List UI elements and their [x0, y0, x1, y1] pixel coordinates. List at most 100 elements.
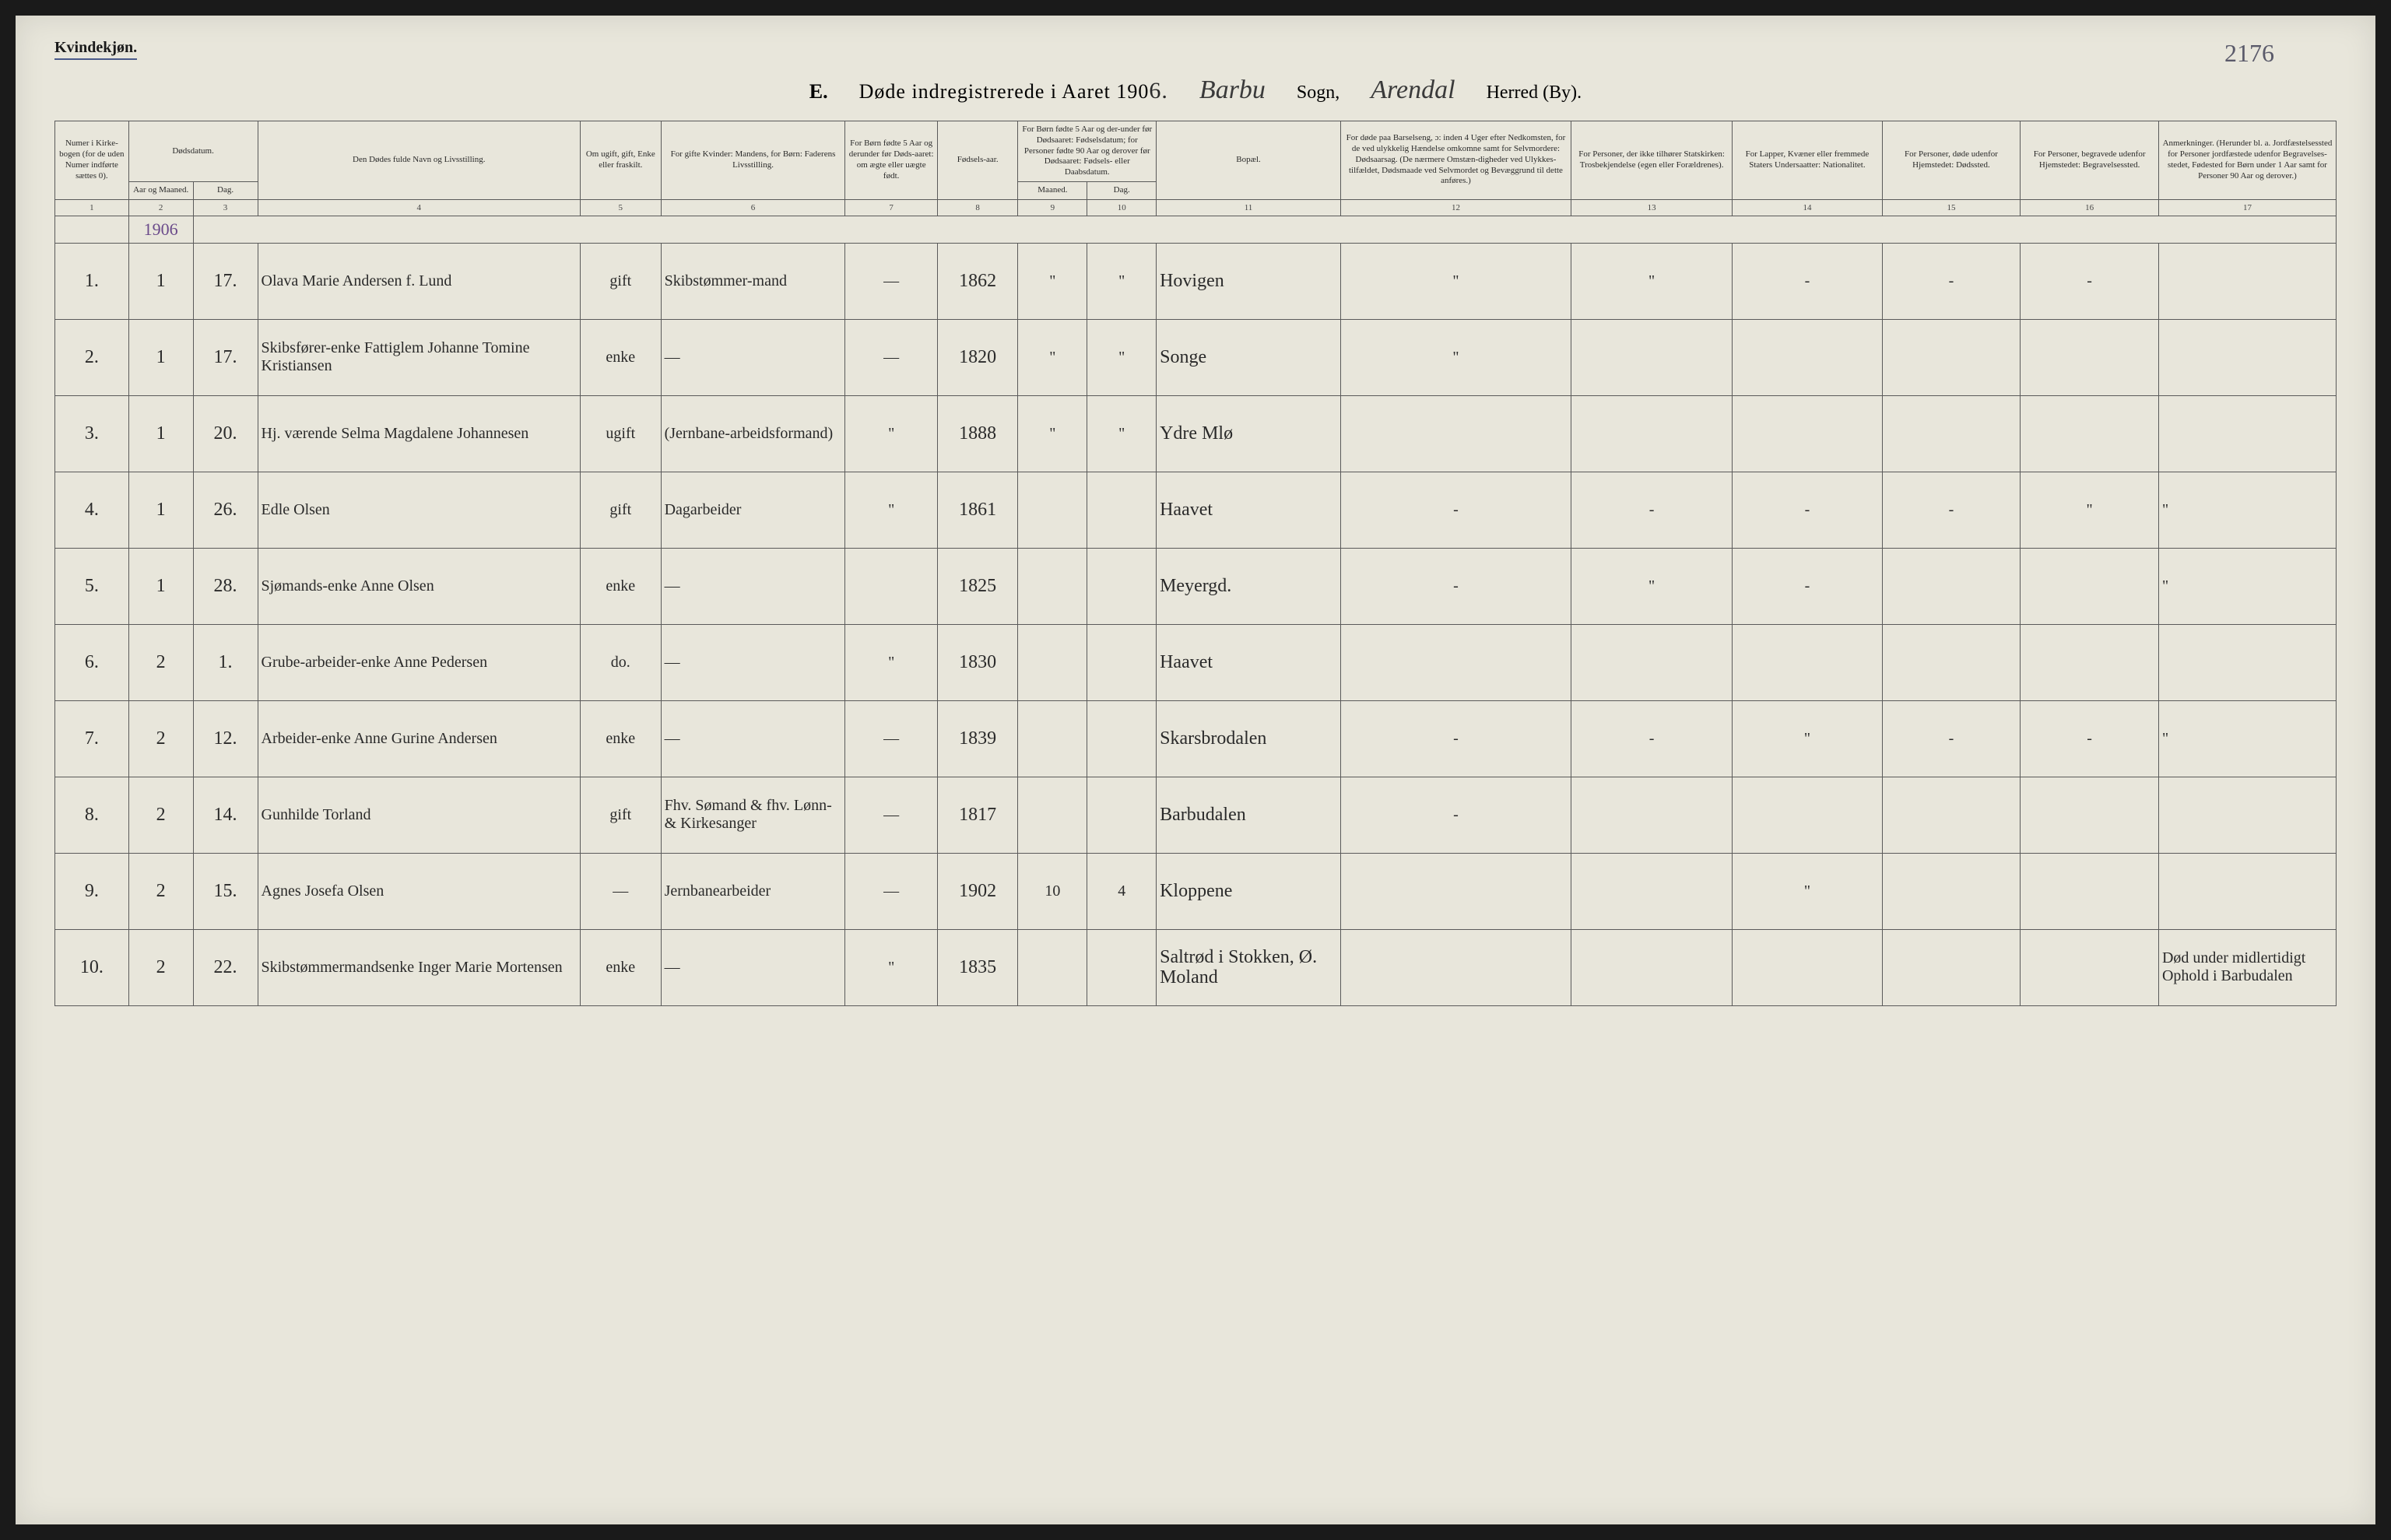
cell-c16: "	[2021, 472, 2159, 548]
cell-c12: "	[1340, 319, 1571, 395]
cell-c13: -	[1571, 700, 1733, 777]
cell-residence: Saltrød i Stokken, Ø. Moland	[1157, 929, 1341, 1005]
cell-c15	[1882, 548, 2021, 624]
cell-c12: "	[1340, 243, 1571, 319]
cell-c16: -	[2021, 243, 2159, 319]
cell-num: 3.	[55, 395, 129, 472]
cell-num: 6.	[55, 624, 129, 700]
cell-status: —	[580, 853, 661, 929]
district-name: Arendal	[1371, 75, 1455, 105]
cell-c14: -	[1733, 243, 1882, 319]
cell-c14	[1733, 624, 1882, 700]
col-14-header: For Lapper, Kvæner eller fremmede Stater…	[1733, 121, 1882, 200]
cell-bd	[1087, 777, 1157, 853]
cell-c17	[2158, 777, 2336, 853]
cell-c12: -	[1340, 472, 1571, 548]
cell-bm	[1018, 548, 1087, 624]
col-9-header: Maaned.	[1018, 181, 1087, 199]
cell-status: enke	[580, 929, 661, 1005]
cell-num: 4.	[55, 472, 129, 548]
cell-c15: -	[1882, 243, 2021, 319]
cell-bd	[1087, 700, 1157, 777]
cell-spouse: —	[661, 624, 845, 700]
cell-status: enke	[580, 319, 661, 395]
ledger-table: Numer i Kirke-bogen (for de uden Numer i…	[54, 121, 2337, 1006]
cell-c17: Død under midlertidigt Ophold i Barbudal…	[2158, 929, 2336, 1005]
cell-birth_year: 1830	[937, 624, 1018, 700]
cell-bm	[1018, 624, 1087, 700]
cell-day: 17.	[193, 243, 258, 319]
cell-c15	[1882, 853, 2021, 929]
cell-c17	[2158, 853, 2336, 929]
cell-c16	[2021, 548, 2159, 624]
cell-name: Agnes Josefa Olsen	[258, 853, 580, 929]
cell-name: Skibsfører-enke Fattiglem Johanne Tomine…	[258, 319, 580, 395]
cell-c16	[2021, 319, 2159, 395]
cell-c13	[1571, 624, 1733, 700]
col-13-header: For Personer, der ikke tilhører Statskir…	[1571, 121, 1733, 200]
cell-num: 7.	[55, 700, 129, 777]
col-5-header: Om ugift, gift, Enke eller fraskilt.	[580, 121, 661, 200]
cell-name: Gunhilde Torland	[258, 777, 580, 853]
cell-c16	[2021, 395, 2159, 472]
cell-bd: "	[1087, 395, 1157, 472]
cell-c15: -	[1882, 472, 2021, 548]
cell-residence: Haavet	[1157, 472, 1341, 548]
cell-legit: "	[845, 929, 937, 1005]
cell-day: 28.	[193, 548, 258, 624]
cell-month: 1	[128, 472, 193, 548]
cell-c14	[1733, 929, 1882, 1005]
cell-c12	[1340, 624, 1571, 700]
cell-status: enke	[580, 548, 661, 624]
cell-c13	[1571, 929, 1733, 1005]
cell-month: 1	[128, 319, 193, 395]
cell-day: 20.	[193, 395, 258, 472]
cell-bm: "	[1018, 319, 1087, 395]
cell-residence: Hovigen	[1157, 243, 1341, 319]
top-row: Kvindekjøn. 2176	[54, 39, 2337, 68]
cell-legit	[845, 548, 937, 624]
cell-spouse: (Jernbane-arbeidsformand)	[661, 395, 845, 472]
year-note: 1906	[128, 216, 193, 243]
cell-c14	[1733, 777, 1882, 853]
cell-day: 1.	[193, 624, 258, 700]
parish-label: Sogn,	[1297, 82, 1339, 103]
title-row: E. Døde indregistrerede i Aaret 1906. Ba…	[54, 75, 2337, 105]
cell-bm: "	[1018, 395, 1087, 472]
cell-birth_year: 1862	[937, 243, 1018, 319]
cell-residence: Songe	[1157, 319, 1341, 395]
cell-c15	[1882, 319, 2021, 395]
cell-c12	[1340, 395, 1571, 472]
cell-status: do.	[580, 624, 661, 700]
title-main: Døde indregistrerede i Aaret 1906.	[859, 78, 1168, 104]
cell-month: 1	[128, 243, 193, 319]
cell-bm	[1018, 472, 1087, 548]
cell-num: 10.	[55, 929, 129, 1005]
cell-bd: "	[1087, 319, 1157, 395]
title-prefix: E.	[809, 80, 828, 103]
col-12-header: For døde paa Barselseng, ɔ: inden 4 Uger…	[1340, 121, 1571, 200]
cell-status: gift	[580, 472, 661, 548]
table-row: 3.120.Hj. værende Selma Magdalene Johann…	[55, 395, 2337, 472]
parish-name: Barbu	[1199, 75, 1266, 105]
cell-spouse: —	[661, 929, 845, 1005]
table-row: 2.117.Skibsfører-enke Fattiglem Johanne …	[55, 319, 2337, 395]
gender-label: Kvindekjøn.	[54, 39, 137, 60]
col-15-header: For Personer, døde udenfor Hjemstedet: D…	[1882, 121, 2021, 200]
cell-c12	[1340, 853, 1571, 929]
cell-status: gift	[580, 777, 661, 853]
cell-name: Grube-arbeider-enke Anne Pedersen	[258, 624, 580, 700]
cell-day: 22.	[193, 929, 258, 1005]
cell-c17	[2158, 624, 2336, 700]
cell-c16	[2021, 777, 2159, 853]
cell-c13	[1571, 319, 1733, 395]
cell-day: 12.	[193, 700, 258, 777]
cell-legit: "	[845, 624, 937, 700]
cell-c17: "	[2158, 548, 2336, 624]
cell-c12: -	[1340, 777, 1571, 853]
cell-c14: -	[1733, 548, 1882, 624]
col-7-header: For Børn fødte 5 Aar og derunder før Død…	[845, 121, 937, 200]
table-row: 10.222.Skibstømmermandsenke Inger Marie …	[55, 929, 2337, 1005]
cell-c13	[1571, 853, 1733, 929]
cell-name: Arbeider-enke Anne Gurine Andersen	[258, 700, 580, 777]
